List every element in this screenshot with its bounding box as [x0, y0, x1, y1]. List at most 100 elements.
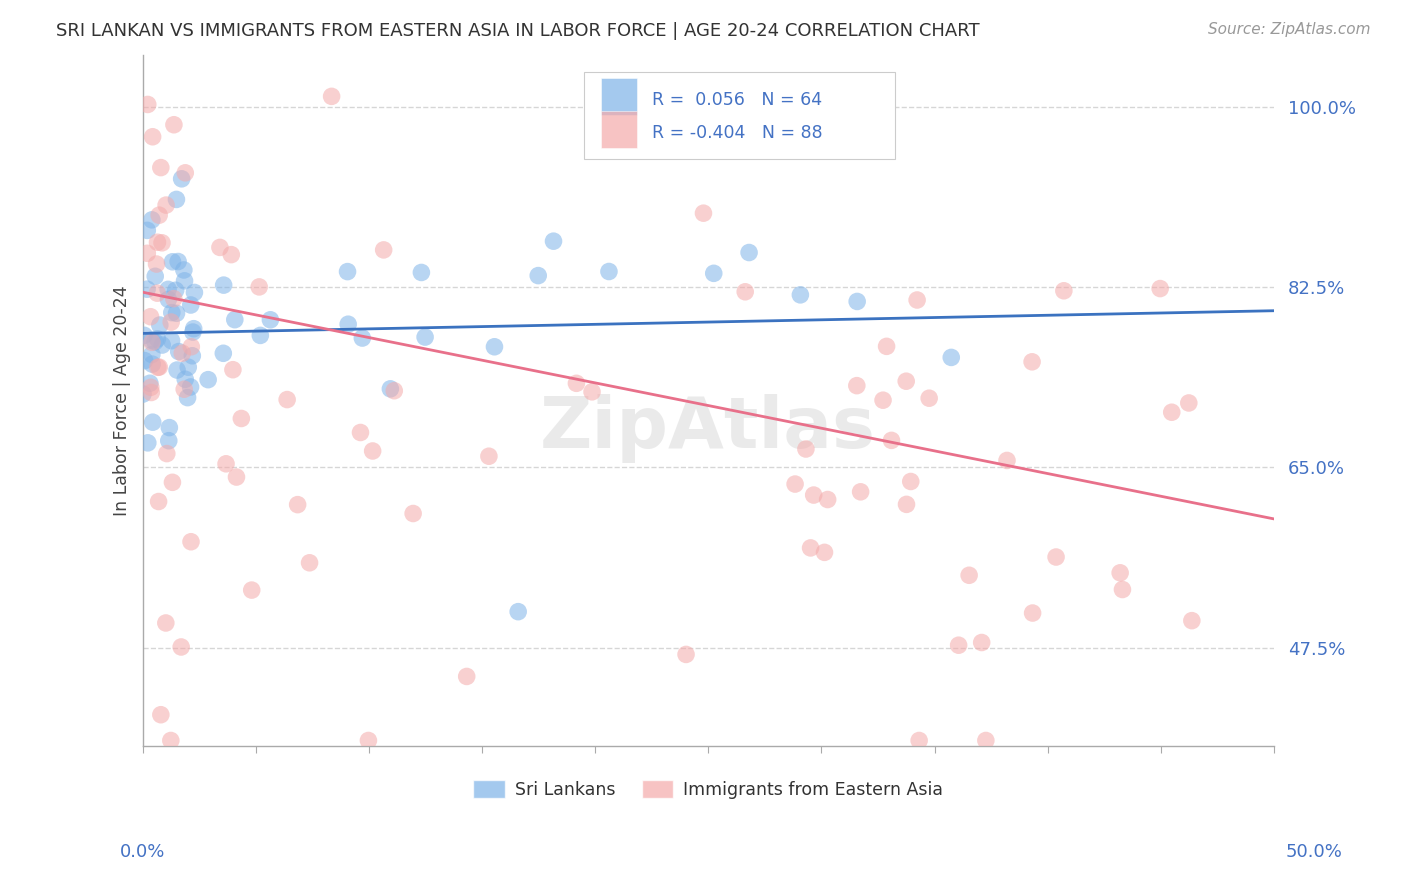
Point — [146, 286, 169, 301]
Point — [357, 733, 380, 747]
Point — [165, 193, 187, 207]
Point — [172, 346, 194, 360]
Point — [905, 293, 928, 307]
Point — [157, 434, 180, 448]
Point — [402, 507, 425, 521]
Point — [148, 494, 170, 508]
Point — [156, 447, 179, 461]
Point — [598, 264, 620, 278]
Point — [1160, 405, 1182, 419]
Point — [249, 328, 271, 343]
Point — [141, 347, 163, 361]
Point — [134, 353, 156, 368]
Point — [143, 269, 166, 284]
Point — [382, 384, 405, 398]
Text: R = -0.404   N = 88: R = -0.404 N = 88 — [651, 124, 823, 142]
Point — [380, 382, 402, 396]
Point — [149, 161, 172, 175]
Point — [174, 166, 197, 180]
Point — [149, 707, 172, 722]
Point — [157, 282, 180, 296]
Point — [1109, 566, 1132, 580]
Point — [162, 475, 184, 490]
Point — [142, 129, 165, 144]
Point — [974, 733, 997, 747]
Point — [181, 349, 204, 363]
Point — [872, 393, 894, 408]
Point — [1178, 396, 1201, 410]
Point — [166, 363, 188, 377]
Point — [508, 605, 530, 619]
Point — [170, 640, 193, 654]
Point — [165, 283, 187, 297]
Point — [703, 266, 725, 280]
Point — [413, 330, 436, 344]
Point — [1021, 606, 1043, 620]
Point — [159, 733, 181, 747]
Point — [876, 339, 898, 353]
Point — [166, 306, 188, 320]
Point — [880, 434, 903, 448]
Point — [145, 257, 167, 271]
Point — [141, 333, 163, 347]
Point — [845, 378, 868, 392]
Point — [995, 453, 1018, 467]
FancyBboxPatch shape — [583, 72, 896, 159]
Text: ZipAtlas: ZipAtlas — [540, 393, 876, 463]
Point — [160, 315, 183, 329]
Point — [478, 449, 501, 463]
Point — [738, 245, 761, 260]
Point — [180, 340, 202, 354]
Point — [132, 387, 155, 401]
Point — [136, 282, 159, 296]
Point — [783, 477, 806, 491]
Point — [180, 298, 202, 312]
Point — [183, 322, 205, 336]
Point — [803, 488, 825, 502]
Point — [150, 235, 173, 250]
Point — [941, 351, 963, 365]
Point — [1021, 355, 1043, 369]
Point — [149, 318, 172, 332]
Text: 50.0%: 50.0% — [1286, 843, 1343, 861]
Point — [180, 534, 202, 549]
Legend: Sri Lankans, Immigrants from Eastern Asia: Sri Lankans, Immigrants from Eastern Asi… — [467, 773, 950, 806]
Point — [148, 208, 170, 222]
Point — [157, 420, 180, 434]
Point — [143, 334, 166, 349]
Point — [208, 240, 231, 254]
Point — [957, 568, 980, 582]
Point — [170, 171, 193, 186]
Point — [212, 278, 235, 293]
Point — [692, 206, 714, 220]
Point — [148, 360, 170, 375]
Point — [527, 268, 550, 283]
Point — [259, 313, 281, 327]
Point — [162, 254, 184, 268]
Point — [139, 310, 162, 324]
Point — [176, 391, 198, 405]
Text: Source: ZipAtlas.com: Source: ZipAtlas.com — [1208, 22, 1371, 37]
Text: R =  0.056   N = 64: R = 0.056 N = 64 — [651, 91, 821, 109]
Point — [352, 331, 374, 345]
Point — [181, 325, 204, 339]
Point — [163, 118, 186, 132]
Point — [231, 411, 253, 425]
Point — [177, 360, 200, 375]
Point — [918, 391, 941, 405]
Point — [543, 234, 565, 248]
Point — [174, 372, 197, 386]
Point — [146, 235, 169, 250]
Point — [908, 733, 931, 747]
Point — [734, 285, 756, 299]
Point — [896, 497, 918, 511]
Point — [581, 384, 603, 399]
FancyBboxPatch shape — [600, 78, 637, 115]
Point — [134, 328, 156, 343]
Point — [141, 385, 163, 400]
Point — [817, 492, 839, 507]
Point — [160, 305, 183, 319]
Point — [846, 294, 869, 309]
Point — [222, 362, 245, 376]
Point — [197, 373, 219, 387]
